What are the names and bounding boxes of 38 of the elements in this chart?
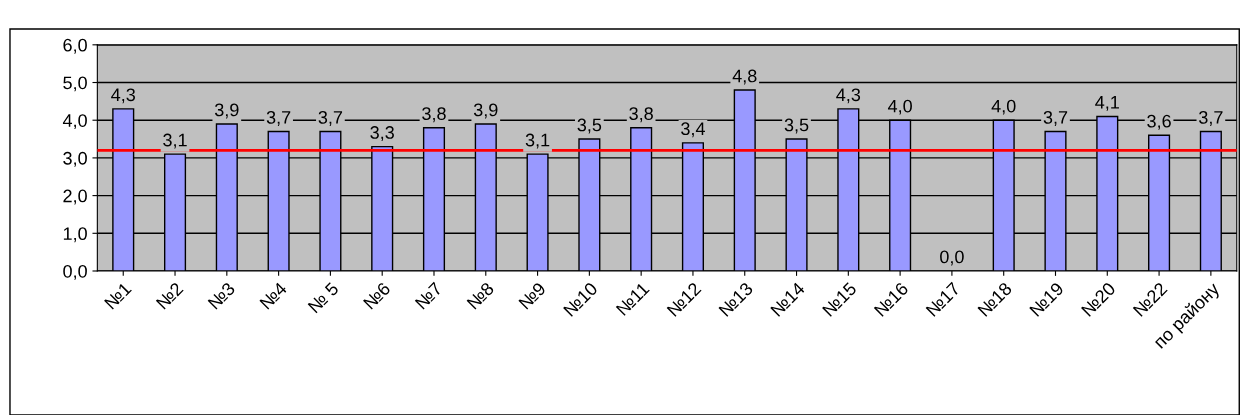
x-tick-label: №1: [104, 281, 132, 310]
data-label: 4,8: [732, 69, 757, 85]
data-label: 4,3: [836, 88, 861, 104]
x-tick-label: №8: [466, 281, 495, 310]
y-tick-label: 0,0: [63, 264, 87, 280]
y-tick-label: 1,0: [63, 227, 87, 243]
data-label: 3,1: [525, 133, 550, 149]
x-tick-label: №9: [518, 281, 547, 310]
x-tick-label: №6: [362, 281, 392, 310]
x-tick-label: № 5: [307, 281, 340, 314]
y-tick-label: 5,0: [63, 76, 87, 92]
data-label: 3,5: [784, 118, 809, 134]
y-tick-label: 2,0: [63, 189, 87, 205]
data-label: 0,0: [940, 250, 964, 266]
data-label: 3,7: [1199, 111, 1223, 126]
y-tick-label: 4,0: [62, 114, 87, 130]
x-tick-label: №3: [207, 281, 236, 310]
y-tick-label: 6,0: [63, 38, 87, 54]
x-tick-label: №4: [259, 281, 288, 310]
data-label: 3,5: [577, 118, 602, 134]
x-tick-label: №7: [414, 281, 443, 310]
data-label: 3,4: [681, 122, 705, 138]
data-label: 3,8: [422, 107, 446, 123]
data-label: 3,7: [318, 111, 343, 126]
y-tick-label: 3,0: [63, 151, 87, 167]
data-label: 3,7: [266, 111, 291, 126]
data-label: 3,3: [370, 126, 394, 141]
data-label: 4,3: [111, 88, 135, 104]
x-tick-label: №2: [155, 281, 184, 310]
data-label: 3,1: [163, 133, 187, 149]
data-label: 3,8: [629, 107, 653, 123]
data-label: 4,1: [1095, 96, 1119, 111]
data-label: 3,6: [1147, 114, 1171, 130]
data-label: 3,7: [1043, 111, 1068, 126]
data-label: 3,9: [214, 103, 239, 119]
data-label: 4,0: [887, 99, 912, 115]
data-label: 4,0: [991, 99, 1016, 115]
data-label: 3,9: [473, 103, 498, 119]
